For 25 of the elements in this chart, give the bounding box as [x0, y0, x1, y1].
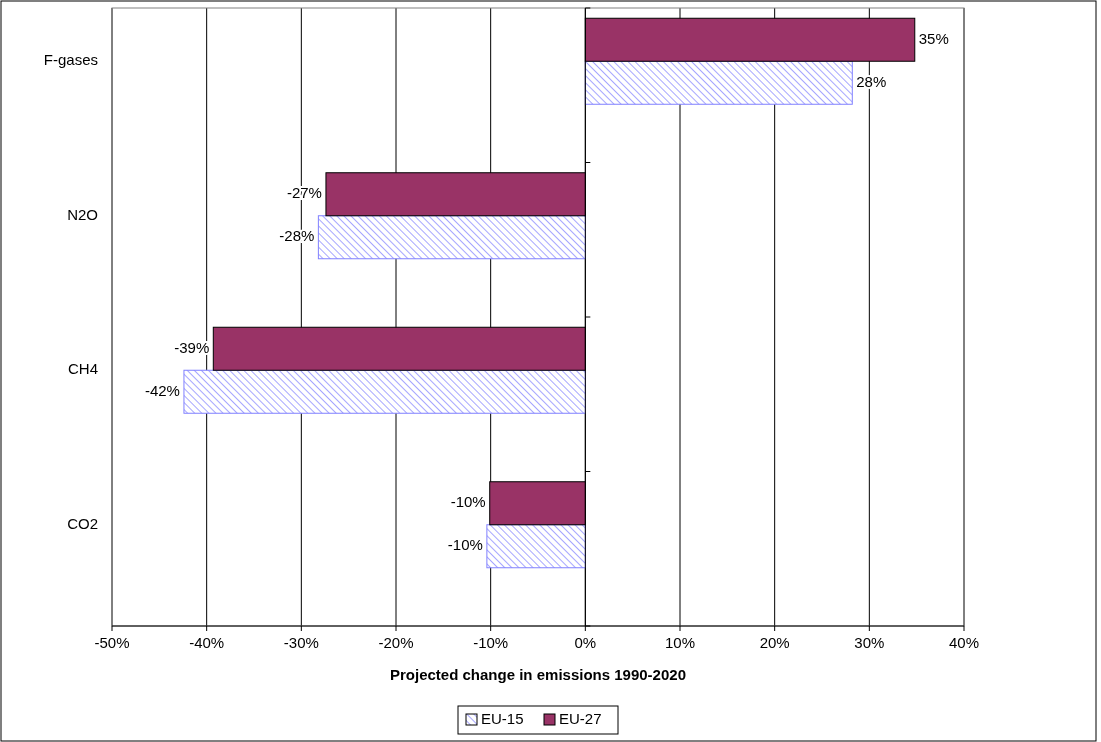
data-label: -10% [447, 536, 483, 554]
bar [317, 215, 586, 260]
bar [486, 524, 586, 569]
x-tick-label: -30% [283, 634, 319, 651]
bar [183, 369, 586, 414]
x-tick-label: -50% [94, 634, 130, 651]
data-label: -42% [144, 381, 180, 399]
y-tick-label: CO2 [67, 514, 98, 532]
x-tick-label: -20% [378, 634, 414, 651]
y-tick-label: N2O [67, 205, 98, 223]
x-tick-label: 30% [854, 634, 885, 651]
y-tick-label: F-gases [43, 51, 98, 69]
x-tick-label: 40% [948, 634, 980, 651]
x-tick-label: 20% [759, 634, 790, 651]
legend-label: EU-27 [559, 709, 602, 727]
y-tick-label: CH4 [67, 360, 98, 378]
data-label: -10% [450, 493, 486, 511]
x-tick-label: -10% [473, 634, 509, 651]
x-tick-label: -40% [189, 634, 225, 651]
legend-label: EU-15 [481, 709, 524, 727]
x-tick-label: 10% [664, 634, 696, 651]
x-tick-label: 0% [574, 634, 597, 651]
x-axis-title: Projected change in emissions 1990-2020 [390, 666, 686, 683]
data-label: 35% [918, 29, 949, 47]
bar [584, 60, 853, 105]
